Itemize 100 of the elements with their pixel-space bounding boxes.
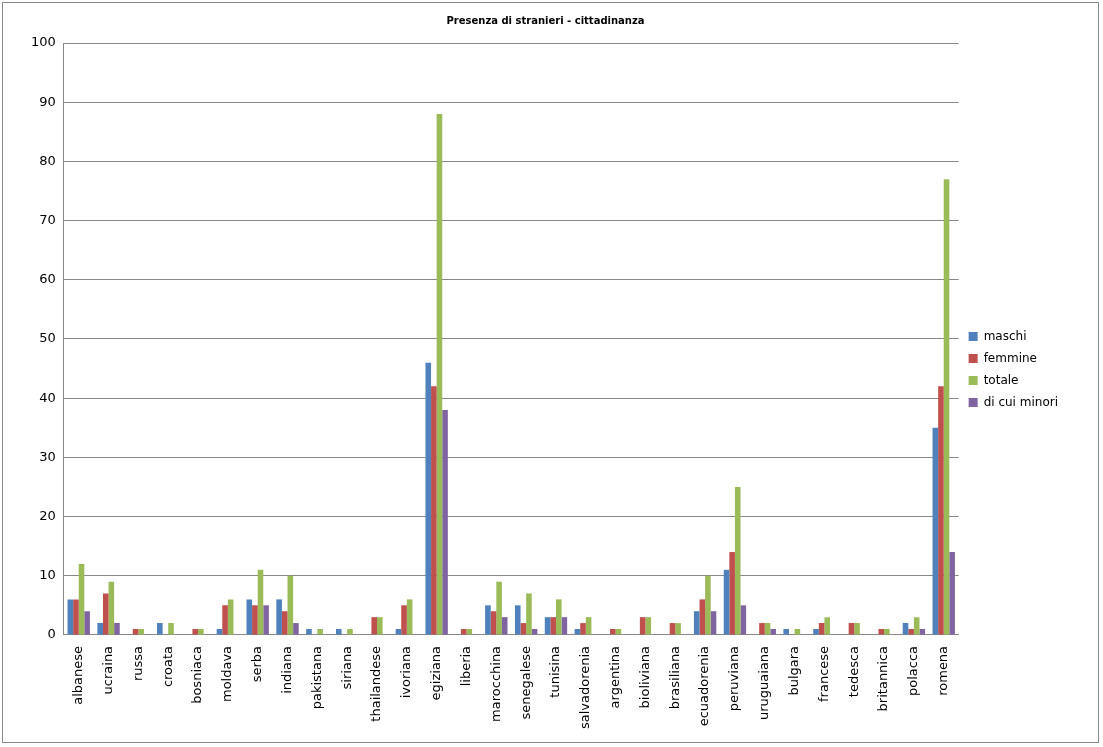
x-tick-label: siriana bbox=[338, 645, 354, 690]
bar bbox=[705, 575, 711, 635]
bar bbox=[783, 628, 789, 635]
y-tick-label: 50 bbox=[39, 330, 56, 346]
bar bbox=[555, 599, 562, 635]
x-tick-label: brasiliana bbox=[666, 645, 682, 710]
x-tick-label: egiziana bbox=[428, 645, 444, 701]
bar bbox=[317, 628, 323, 635]
bar bbox=[884, 628, 890, 635]
bar bbox=[759, 623, 765, 635]
bar bbox=[919, 628, 926, 635]
x-tick-label: polacca bbox=[905, 645, 921, 696]
x-tick-label: romena bbox=[935, 645, 951, 696]
bar bbox=[645, 617, 652, 635]
x-tick-label: moldava bbox=[219, 645, 235, 703]
bar bbox=[466, 628, 473, 635]
bar bbox=[675, 623, 681, 635]
x-tick-label: tunisina bbox=[547, 645, 563, 698]
bar bbox=[854, 623, 860, 635]
x-tick-label: francese bbox=[815, 645, 831, 702]
bar bbox=[431, 386, 437, 635]
legend-label: maschi bbox=[983, 328, 1027, 343]
x-tick-label: bosniaca bbox=[189, 645, 205, 704]
y-tick-label: 60 bbox=[39, 271, 56, 287]
bar bbox=[770, 628, 776, 635]
x-tick-label: argentina bbox=[607, 645, 622, 709]
bar bbox=[938, 386, 944, 635]
bar bbox=[222, 605, 228, 635]
x-tick-label: bioliviana bbox=[636, 645, 652, 709]
bar bbox=[485, 605, 491, 635]
bar bbox=[949, 552, 955, 635]
bar bbox=[157, 623, 163, 635]
bar bbox=[306, 628, 312, 635]
y-tick-label: 0 bbox=[47, 626, 56, 642]
x-tick-label: britannica bbox=[875, 645, 891, 712]
x-tick-label: bulgara bbox=[785, 645, 801, 696]
x-tick-label: tedesca bbox=[845, 645, 861, 698]
y-tick-label: 30 bbox=[39, 448, 56, 464]
chart-title: Presenza di stranieri - cittadinanza bbox=[446, 14, 645, 26]
bar bbox=[168, 623, 174, 635]
bar bbox=[377, 617, 383, 635]
legend-label: femmine bbox=[983, 350, 1037, 365]
bar bbox=[335, 628, 342, 635]
bar bbox=[729, 552, 735, 635]
bar bbox=[824, 617, 831, 635]
bar bbox=[442, 409, 448, 635]
x-tick-label: uruguaiana bbox=[756, 645, 772, 720]
bar bbox=[908, 628, 914, 635]
bar bbox=[293, 623, 299, 635]
x-tick-label: thailandese bbox=[368, 645, 384, 722]
bar bbox=[501, 617, 508, 635]
y-tick-label: 90 bbox=[39, 93, 56, 109]
x-tick-label: ivoriana bbox=[398, 645, 414, 699]
x-tick-label: ecuadorenia bbox=[696, 645, 712, 727]
bar bbox=[276, 599, 282, 635]
y-tick-label: 40 bbox=[39, 389, 56, 405]
bar bbox=[252, 605, 258, 635]
x-tick-label: ucraina bbox=[99, 645, 115, 695]
bar bbox=[371, 617, 377, 635]
bar bbox=[693, 611, 700, 635]
bar bbox=[192, 628, 199, 635]
y-tick-label: 80 bbox=[39, 152, 56, 168]
bar bbox=[138, 628, 144, 635]
bar bbox=[281, 611, 288, 635]
bar bbox=[347, 628, 353, 635]
y-tick-label: 70 bbox=[39, 211, 56, 227]
y-tick-label: 10 bbox=[39, 567, 56, 583]
x-tick-label: pakistana bbox=[308, 645, 324, 710]
x-tick-label: serba bbox=[249, 645, 265, 683]
bar bbox=[878, 628, 885, 635]
x-tick-label: indiana bbox=[278, 645, 294, 694]
x-tick-label: senegalese bbox=[517, 645, 533, 720]
x-tick-label: croata bbox=[159, 645, 175, 688]
bar bbox=[496, 581, 502, 635]
bar bbox=[97, 623, 103, 635]
legend-label: di cui minori bbox=[983, 394, 1058, 409]
x-tick-label: russa bbox=[129, 645, 145, 682]
bar bbox=[550, 617, 556, 635]
bar bbox=[84, 611, 90, 635]
y-tick-label: 100 bbox=[30, 34, 56, 50]
bar bbox=[73, 599, 79, 635]
legend-label: totale bbox=[983, 372, 1019, 387]
x-tick-label: marocchina bbox=[487, 645, 503, 722]
bar bbox=[580, 623, 586, 635]
x-tick-label: salvadorenia bbox=[577, 645, 593, 729]
bar bbox=[198, 628, 204, 635]
bar bbox=[526, 593, 532, 635]
x-tick-label: liberia bbox=[457, 645, 473, 687]
bar bbox=[734, 486, 741, 635]
y-tick-label: 20 bbox=[39, 507, 56, 523]
x-tick-label: albanese bbox=[70, 645, 86, 705]
bar bbox=[610, 628, 616, 635]
bar bbox=[263, 605, 269, 635]
bar bbox=[813, 628, 819, 635]
x-tick-label: peruviana bbox=[726, 645, 742, 712]
bar bbox=[114, 623, 120, 635]
bar bbox=[514, 605, 521, 635]
bar bbox=[401, 605, 407, 635]
bar bbox=[425, 362, 432, 635]
bar bbox=[102, 593, 109, 635]
